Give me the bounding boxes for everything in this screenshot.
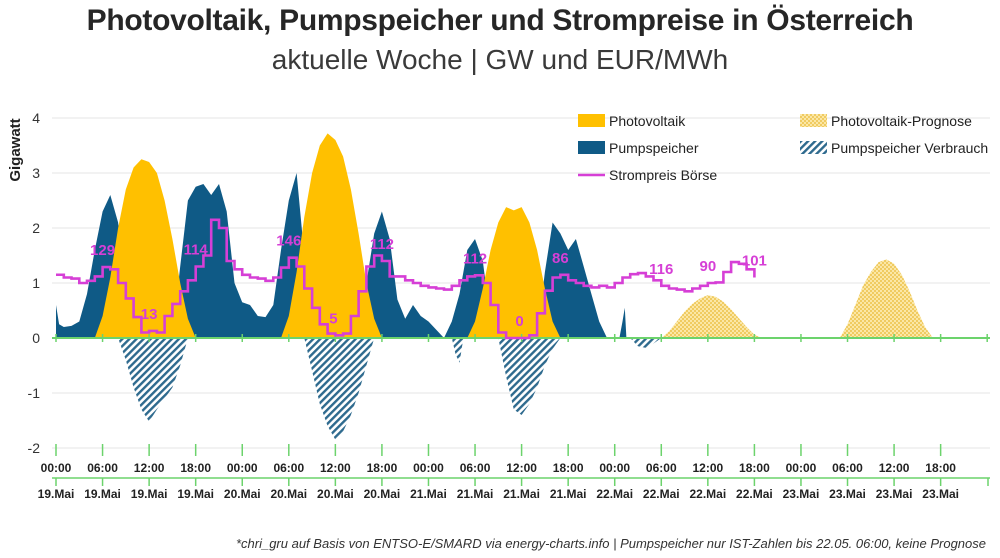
x-tick-date: 19.Mai bbox=[131, 487, 168, 501]
y-axis-label: Gigawatt bbox=[7, 118, 24, 181]
x-tick-date: 21.Mai bbox=[503, 487, 540, 501]
x-tick-time: 18:00 bbox=[367, 461, 398, 475]
y-tick-label: 0 bbox=[32, 330, 40, 346]
x-tick-date: 21.Mai bbox=[550, 487, 587, 501]
price-label: 0 bbox=[515, 313, 523, 330]
legend-swatch bbox=[800, 141, 827, 154]
x-tick-time: 00:00 bbox=[599, 461, 630, 475]
series-areas bbox=[56, 133, 933, 440]
x-axis-ticks: 00:00 19.Mai 06:00 19.Mai 12:00 19.Mai 18:00 19… bbox=[38, 444, 990, 501]
legend-swatch bbox=[578, 141, 605, 154]
chart-title: Photovoltaik, Pumpspeicher und Stromprei… bbox=[86, 4, 914, 37]
x-tick-date: 22.Mai bbox=[596, 487, 633, 501]
x-tick-date: 20.Mai bbox=[224, 487, 261, 501]
price-label: 114 bbox=[184, 242, 209, 259]
x-tick-date: 22.Mai bbox=[689, 487, 726, 501]
x-tick-time: 06:00 bbox=[832, 461, 863, 475]
y-tick-label: -2 bbox=[28, 440, 41, 456]
y-tick-label: -1 bbox=[28, 385, 41, 401]
x-tick-time: 06:00 bbox=[460, 461, 491, 475]
legend: Photovoltaik Photovoltaik-Prognose Pumpspe… bbox=[578, 113, 988, 183]
x-tick-time: 00:00 bbox=[786, 461, 817, 475]
x-tick-date: 23.Mai bbox=[783, 487, 820, 501]
x-tick-date: 22.Mai bbox=[643, 487, 680, 501]
y-tick-label: 4 bbox=[32, 110, 40, 126]
x-tick-time: 12:00 bbox=[506, 461, 537, 475]
price-label: 5 bbox=[329, 310, 337, 327]
x-tick-date: 20.Mai bbox=[317, 487, 354, 501]
price-label: 90 bbox=[699, 258, 716, 275]
price-line-group bbox=[56, 218, 756, 340]
y-tick-label: 2 bbox=[32, 220, 40, 236]
x-tick-date: 20.Mai bbox=[270, 487, 307, 501]
x-tick-date: 19.Mai bbox=[177, 487, 214, 501]
x-tick-time: 12:00 bbox=[320, 461, 351, 475]
price-label: 146 bbox=[276, 233, 301, 250]
price-labels: 129 13 114 146 5 112 112 0 86 116 90 101 bbox=[90, 233, 767, 330]
price-label: 101 bbox=[742, 253, 767, 270]
x-tick-time: 12:00 bbox=[134, 461, 165, 475]
x-tick-time: 18:00 bbox=[739, 461, 770, 475]
x-tick-time: 06:00 bbox=[646, 461, 677, 475]
x-tick-time: 06:00 bbox=[273, 461, 304, 475]
strompreis-line bbox=[56, 218, 756, 340]
x-tick-date: 22.Mai bbox=[736, 487, 773, 501]
legend-label: Photovoltaik-Prognose bbox=[831, 113, 972, 129]
x-tick-date: 21.Mai bbox=[410, 487, 447, 501]
x-tick-time: 12:00 bbox=[879, 461, 910, 475]
x-tick-date: 23.Mai bbox=[876, 487, 913, 501]
legend-swatch bbox=[578, 114, 605, 127]
x-tick-date: 19.Mai bbox=[38, 487, 75, 501]
price-label: 112 bbox=[463, 250, 487, 267]
price-label: 86 bbox=[552, 250, 569, 267]
y-axis: -2 -1 0 1 2 3 4 bbox=[28, 110, 41, 456]
legend-label: Strompreis Börse bbox=[609, 167, 717, 183]
price-label: 112 bbox=[370, 236, 394, 253]
x-tick-time: 18:00 bbox=[925, 461, 956, 475]
x-tick-time: 18:00 bbox=[180, 461, 211, 475]
x-tick-time: 00:00 bbox=[227, 461, 258, 475]
x-tick-time: 12:00 bbox=[692, 461, 723, 475]
area-photovoltaik-prognose bbox=[661, 259, 933, 338]
x-tick-time: 06:00 bbox=[87, 461, 118, 475]
legend-label: Photovoltaik bbox=[609, 113, 686, 129]
price-label: 13 bbox=[141, 306, 158, 323]
area-pumpspeicher-verbrauch bbox=[118, 338, 662, 440]
source-footnote: *chri_gru auf Basis von ENTSO-E/SMARD vi… bbox=[235, 536, 986, 551]
x-tick-time: 00:00 bbox=[41, 461, 72, 475]
price-label: 129 bbox=[90, 242, 115, 259]
legend-label: Pumpspeicher Verbrauch bbox=[831, 140, 988, 156]
x-tick-date: 19.Mai bbox=[84, 487, 121, 501]
price-label: 116 bbox=[649, 261, 673, 278]
y-tick-label: 3 bbox=[32, 165, 40, 181]
x-tick-time: 00:00 bbox=[413, 461, 444, 475]
x-tick-date: 21.Mai bbox=[457, 487, 494, 501]
x-tick-date: 23.Mai bbox=[922, 487, 959, 501]
y-tick-label: 1 bbox=[32, 275, 40, 291]
x-tick-time: 18:00 bbox=[553, 461, 584, 475]
x-tick-date: 20.Mai bbox=[364, 487, 401, 501]
area-photovoltaik bbox=[56, 133, 615, 338]
x-tick-date: 23.Mai bbox=[829, 487, 866, 501]
legend-swatch bbox=[800, 114, 827, 127]
chart-subtitle: aktuelle Woche | GW und EUR/MWh bbox=[271, 44, 729, 75]
legend-label: Pumpspeicher bbox=[609, 140, 699, 156]
